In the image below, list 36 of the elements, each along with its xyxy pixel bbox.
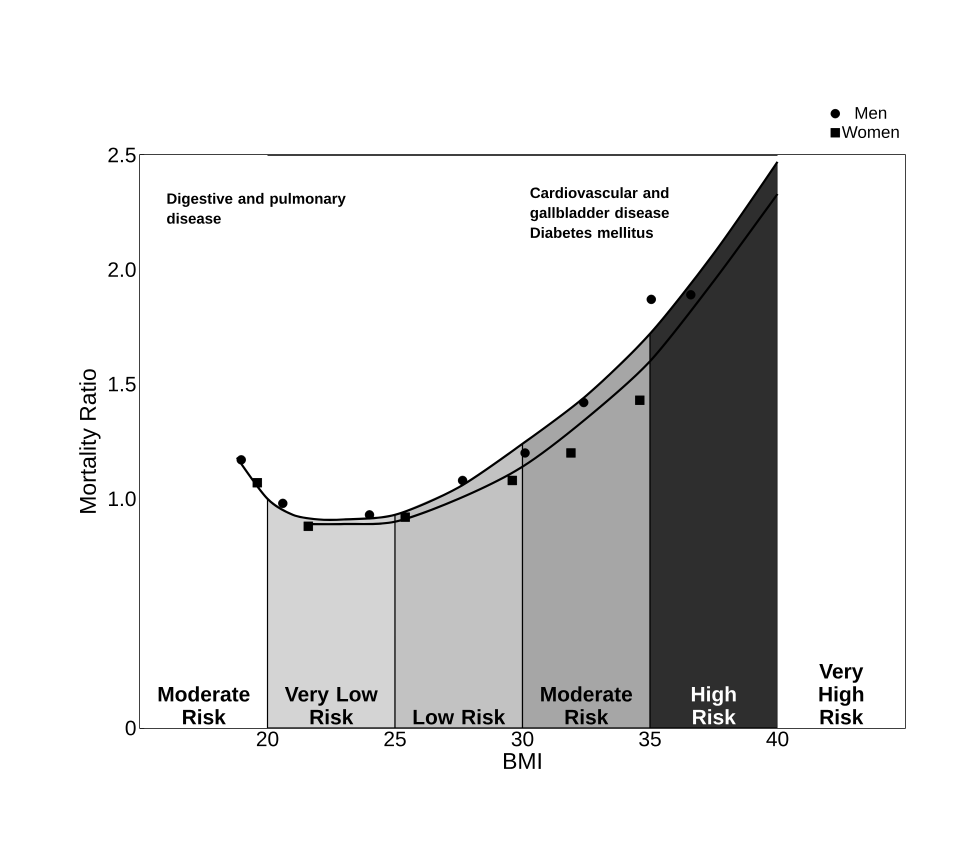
band-label: Very Low Risk — [284, 686, 378, 724]
point — [566, 448, 576, 458]
y-tick-label: 2.5 — [108, 148, 136, 162]
x-tick-label: 30 — [512, 732, 534, 746]
x-tick-label: 20 — [256, 732, 278, 746]
legend-label: Men — [856, 107, 886, 119]
point — [686, 290, 696, 300]
y-tick-label: 1.0 — [108, 491, 136, 506]
point — [236, 455, 246, 465]
legend-label: Women — [842, 126, 899, 138]
point — [458, 476, 468, 486]
band-label: Low Risk — [414, 709, 506, 724]
point — [579, 398, 588, 408]
annotation: Cardiovascular and gallbladder disease Diabetes mellitus — [530, 187, 669, 238]
point — [252, 478, 262, 488]
point — [646, 294, 656, 304]
band-label: High Risk — [692, 686, 736, 724]
point — [520, 448, 530, 458]
x-tick-label: 40 — [766, 732, 788, 746]
y-tick-label: 2.0 — [108, 262, 136, 277]
point — [635, 396, 645, 405]
point — [278, 498, 288, 508]
point — [304, 522, 313, 531]
band-label: Moderate Risk — [158, 686, 250, 724]
x-axis-title: BMI — [504, 753, 541, 769]
point — [508, 476, 518, 486]
y-tick-label: 0 — [126, 720, 136, 736]
x-tick-label: 25 — [384, 732, 406, 746]
band-label: Very High Risk — [819, 664, 864, 724]
point — [364, 510, 374, 520]
y-axis-title: Mortality Ratio — [79, 369, 101, 513]
y-tick-label: 1.5 — [108, 376, 136, 392]
x-tick-label: 35 — [639, 732, 661, 746]
point — [400, 512, 410, 522]
band-label: Moderate Risk — [541, 686, 632, 724]
annotation: Digestive and pulmonary disease — [167, 192, 346, 224]
